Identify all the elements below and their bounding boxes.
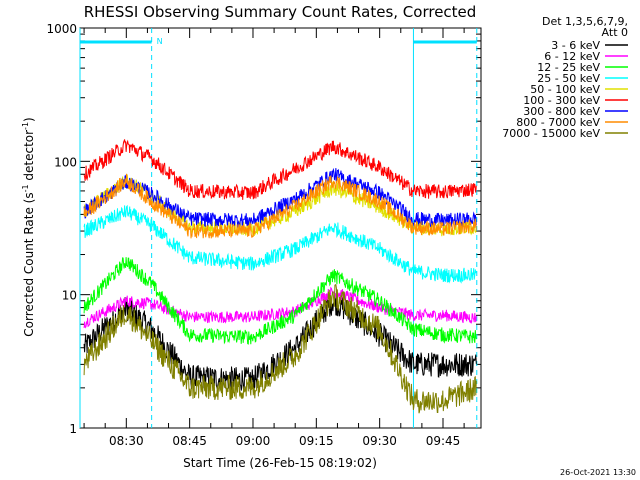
chart-title: RHESSI Observing Summary Count Rates, Co… xyxy=(84,3,477,21)
legend-label: 100 - 300 keV xyxy=(523,94,600,107)
legend-header: Att 0 xyxy=(602,26,628,39)
x-tick-label: 09:45 xyxy=(426,434,461,448)
y-axis-label: Corrected Count Rate (s-1 detector-1) xyxy=(21,117,36,336)
y-tick-label: 1 xyxy=(69,422,77,436)
x-tick-label: 09:30 xyxy=(362,434,397,448)
y-axis-label-mid: detector xyxy=(22,130,36,185)
series-line-4 xyxy=(83,204,477,284)
plot-area: 1 10 100 1000 08:30 08:45 09:00 09:15 09:30 09:45… xyxy=(46,22,482,448)
y-axis-label-end: ) xyxy=(22,117,36,122)
series-line-9 xyxy=(83,284,477,414)
x-axis-label: Start Time (26-Feb-15 08:19:02) xyxy=(183,456,377,470)
x-tick-label: 08:30 xyxy=(109,434,144,448)
series-line-8 xyxy=(83,173,477,239)
legend-header: Det 1,3,5,6,7,9, xyxy=(542,15,628,28)
y-axis-label-sup1: -1 xyxy=(21,184,30,192)
y-tick-label: 1000 xyxy=(46,22,77,36)
series-line-6 xyxy=(83,139,477,200)
x-tick-label: 08:45 xyxy=(172,434,207,448)
legend-label: 6 - 12 keV xyxy=(544,50,600,63)
legend-label: 3 - 6 keV xyxy=(551,39,600,52)
legend-label: 300 - 800 keV xyxy=(523,105,600,118)
legend-label: 800 - 7000 keV xyxy=(516,116,600,129)
y-tick-label: 100 xyxy=(54,155,77,169)
y-tick-label: 10 xyxy=(62,289,77,303)
legend-label: 7000 - 15000 keV xyxy=(502,127,600,140)
timestamp: 26-Oct-2021 13:30 xyxy=(560,468,636,477)
y-axis-label-sup2: -1 xyxy=(21,122,30,130)
legend-label: 12 - 25 keV xyxy=(537,61,600,74)
series-line-2 xyxy=(83,286,477,329)
night-flag-label: N xyxy=(157,37,163,46)
x-tick-label: 09:00 xyxy=(236,434,271,448)
y-axis-label-main: Corrected Count Rate (s xyxy=(22,192,36,336)
legend-label: 25 - 50 keV xyxy=(537,72,600,85)
x-tick-label: 09:15 xyxy=(299,434,334,448)
series-line-3 xyxy=(83,257,477,345)
legend-label: 50 - 100 keV xyxy=(530,83,600,96)
